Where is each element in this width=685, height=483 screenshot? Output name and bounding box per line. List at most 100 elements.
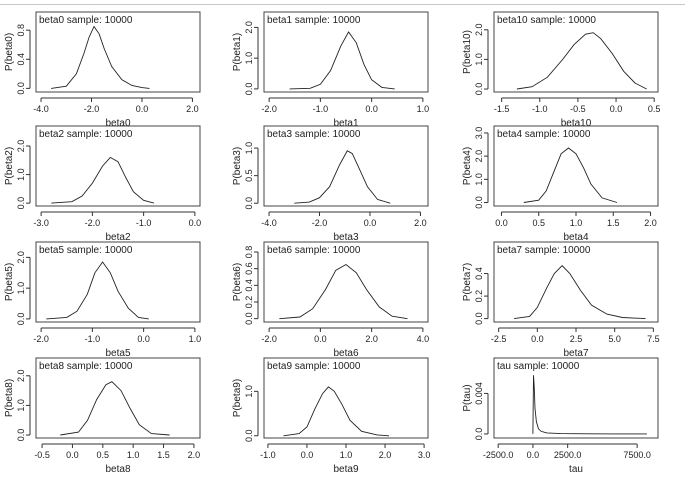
y-tick-label-beta0: 0.8: [16, 24, 26, 37]
x-tick-label-beta1: -2.0: [261, 104, 277, 114]
panel-title-beta2: beta2 sample: 10000: [39, 129, 133, 140]
x-tick-label-beta7: 7.5: [647, 334, 660, 344]
density-curve-beta6: [279, 263, 408, 320]
x-tick-label-beta6: 0.0: [314, 334, 327, 344]
x-tick-label-beta9: -1.0: [260, 450, 276, 460]
x-tick-label-beta8: -0.5: [34, 450, 50, 460]
y-tick-label-beta1: 0.0: [244, 83, 254, 96]
x-tick-label-beta3: -2.0: [312, 218, 328, 228]
y-axis-label-beta7: P(beta7): [462, 263, 473, 301]
x-tick-label-beta10: -0.5: [570, 104, 586, 114]
y-tick-label-tau: 0.0: [474, 428, 484, 441]
x-tick-label-beta6: -2.0: [261, 334, 277, 344]
y-axis-label-beta3: P(beta3): [232, 147, 243, 185]
x-tick-label-beta5: -1.0: [85, 334, 101, 344]
panel-title-tau: tau sample: 10000: [497, 361, 580, 372]
x-axis-label-beta10: beta10: [561, 118, 592, 129]
panel-title-beta7: beta7 sample: 10000: [497, 245, 591, 256]
x-axis-label-beta3: beta3: [333, 232, 358, 243]
y-tick-label-beta1: 1.0: [244, 52, 254, 65]
panel-beta0: beta0 sample: 10000 -4.0 -2.0 0.0 2.0 beta0 0.…: [4, 11, 201, 129]
panel-title-beta6: beta6 sample: 10000: [267, 245, 361, 256]
density-curve-beta1: [289, 31, 395, 90]
x-tick-label-beta7: 0.0: [531, 334, 544, 344]
x-tick-label-beta5: 0.0: [137, 334, 150, 344]
density-curve-beta7: [514, 265, 646, 320]
y-tick-label-beta8: 1.0: [16, 399, 26, 412]
x-tick-label-tau: 0.0: [527, 450, 540, 460]
x-tick-label-beta10: -1.5: [494, 104, 510, 114]
y-tick-label-beta0: 0.4: [16, 53, 26, 66]
panel-title-beta10: beta10 sample: 10000: [497, 15, 596, 26]
x-tick-label-beta6: 4.0: [417, 334, 430, 344]
x-tick-label-beta3: 2.0: [414, 218, 427, 228]
x-tick-label-beta2: -3.0: [33, 218, 49, 228]
panel-beta7: beta7 sample: 10000 -2.5 0.0 2.5 5.0 7.5 beta7…: [462, 241, 660, 359]
panel-beta2: beta2 sample: 10000 -3.0 -2.0 -1.0 0.0 beta2 0…: [4, 125, 202, 243]
y-axis-label-beta8: P(beta8): [4, 379, 15, 417]
plot-frame-beta1: [263, 11, 429, 93]
x-tick-label-beta4: 1.5: [607, 218, 620, 228]
y-axis-label-beta0: P(beta0): [4, 33, 15, 71]
plot-frame-beta3: [263, 125, 429, 207]
plot-frame-beta9: [263, 357, 429, 439]
x-tick-label-beta8: 1.0: [127, 450, 140, 460]
y-tick-label-beta4: 1.0: [474, 173, 484, 186]
x-tick-label-beta4: 1.0: [570, 218, 583, 228]
x-tick-label-beta9: 3.0: [418, 450, 431, 460]
x-tick-label-beta9: 2.0: [379, 450, 392, 460]
y-axis-label-beta1: P(beta1): [232, 33, 243, 71]
y-tick-label-beta5: 1.0: [16, 282, 26, 295]
x-tick-label-beta1: 1.0: [417, 104, 430, 114]
y-tick-label-beta2: 2.0: [16, 140, 26, 153]
plot-frame-beta2: [35, 125, 201, 207]
y-tick-label-beta10: 1.0: [474, 53, 484, 66]
x-tick-label-beta4: 0.5: [532, 218, 545, 228]
x-tick-label-beta0: 2.0: [186, 104, 199, 114]
panel-title-beta3: beta3 sample: 10000: [267, 129, 361, 140]
panel-beta8: beta8 sample: 10000 -0.5 0.0 0.5 1.0 1.5 2.0 be…: [4, 357, 201, 475]
x-axis-label-beta2: beta2: [105, 232, 130, 243]
x-tick-label-beta6: 2.0: [365, 334, 378, 344]
x-tick-label-beta4: 0.0: [495, 218, 508, 228]
x-axis-label-beta1: beta1: [333, 118, 358, 129]
density-curve-beta2: [51, 156, 155, 204]
plot-frame-tau: [493, 357, 659, 439]
y-tick-label-beta4: 2.0: [474, 150, 484, 163]
x-tick-label-beta2: 0.0: [189, 218, 202, 228]
panel-title-beta4: beta4 sample: 10000: [497, 129, 591, 140]
y-tick-label-beta9: 1.0: [244, 385, 254, 398]
y-tick-label-beta6: 0.4: [244, 279, 254, 292]
x-tick-label-beta0: 0.0: [136, 104, 149, 114]
y-tick-label-beta6: 0.6: [244, 262, 254, 275]
panel-title-beta0: beta0 sample: 10000: [39, 15, 133, 26]
panel-title-beta8: beta8 sample: 10000: [39, 361, 133, 372]
y-tick-label-beta3: 0.5: [244, 169, 254, 182]
x-tick-label-beta8: 2.0: [188, 450, 201, 460]
x-tick-label-beta8: 0.0: [66, 450, 79, 460]
density-curve-beta8: [60, 381, 170, 436]
x-tick-label-beta0: -4.0: [33, 104, 49, 114]
y-tick-label-beta2: 0.0: [16, 197, 26, 210]
x-tick-label-beta1: 0.0: [365, 104, 378, 114]
x-axis-label-beta0: beta0: [105, 118, 130, 129]
y-axis-label-tau: P(tau): [462, 384, 473, 411]
y-tick-label-beta7: 0.0: [474, 312, 484, 325]
x-tick-label-beta2: -2.0: [85, 218, 101, 228]
panel-title-beta1: beta1 sample: 10000: [267, 15, 361, 26]
density-curve-beta0: [51, 25, 150, 89]
density-curve-beta10: [516, 32, 647, 90]
y-tick-label-beta8: 2.0: [16, 370, 26, 383]
plot-frame-beta10: [493, 11, 659, 93]
x-tick-label-beta5: 1.0: [189, 334, 202, 344]
x-tick-label-beta0: -2.0: [84, 104, 100, 114]
y-tick-label-beta9: 0.0: [244, 430, 254, 443]
x-tick-label-beta7: 5.0: [608, 334, 621, 344]
plot-frame-beta4: [493, 125, 659, 207]
x-tick-label-beta10: 0.0: [610, 104, 623, 114]
x-axis-label-beta9: beta9: [333, 464, 358, 475]
y-tick-label-beta4: 0.0: [474, 196, 484, 209]
density-curve-beta9: [283, 386, 390, 437]
y-tick-label-beta7: 0.2: [474, 290, 484, 303]
top-divider: [0, 4, 685, 5]
